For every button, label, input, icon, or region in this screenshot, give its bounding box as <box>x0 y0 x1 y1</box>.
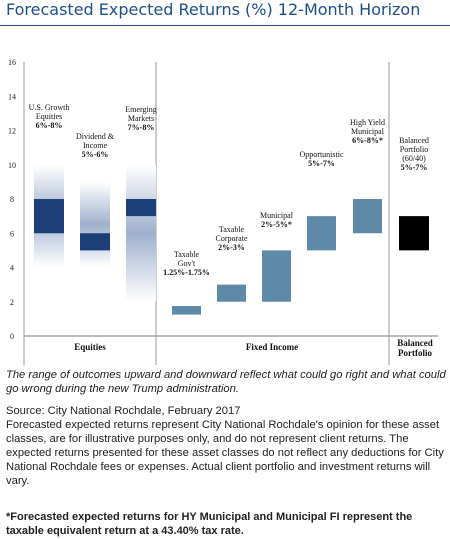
bar-name-label: Taxable Gov't <box>174 250 200 268</box>
group-label-balanced-portfolio: Balanced Portfolio <box>397 338 433 358</box>
bar-range-label: 6%-8%* <box>352 136 383 145</box>
disclaimer: Forecasted expected returns represent Ci… <box>6 419 444 487</box>
footnote: *Forecasted expected returns for HY Muni… <box>6 511 413 537</box>
bar-range-label: 6%-8% <box>36 121 63 130</box>
y-tick-label: 16 <box>8 58 16 67</box>
bar-range-outer <box>80 181 110 268</box>
y-axis: 0 2 4 6 8 10 12 14 16 <box>8 58 16 341</box>
bar-name-label: Taxable Corporate <box>216 225 248 243</box>
y-tick-label: 8 <box>10 195 14 204</box>
y-tick-label: 12 <box>8 127 16 136</box>
bar-range-label: 7%-8% <box>128 123 155 132</box>
bar-range-core <box>126 199 156 217</box>
y-tick-label: 6 <box>10 229 14 238</box>
bar-range <box>399 216 429 251</box>
bar-name-label: Opportunistic <box>300 150 344 159</box>
bar-range <box>307 216 336 251</box>
source-line: Source: City National Rochdale, February… <box>6 405 241 417</box>
bar-range-core <box>34 199 64 234</box>
group-labels-layer: Equities Fixed Income Balanced Portfolio <box>74 338 433 358</box>
bar-name-label: Balanced Portfolio (60/40) <box>399 136 429 163</box>
chart-title: Forecasted Expected Returns (%) 12-Month… <box>6 0 421 19</box>
group-label-fixed-income: Fixed Income <box>246 342 298 352</box>
bar-name-label: Emerging Markets <box>125 105 156 123</box>
bar-range-label: 5%-7% <box>401 163 428 172</box>
bar-range-core <box>80 233 110 251</box>
bar-range <box>172 306 201 315</box>
bar-range-label: 2%-3% <box>218 243 245 252</box>
bar-range-label: 1.25%-1.75% <box>163 268 210 277</box>
y-tick-label: 14 <box>8 92 16 101</box>
bar-name-label: Dividend & Income <box>76 132 115 150</box>
bar-name-label: Municipal <box>260 211 294 220</box>
bars-layer <box>34 164 429 315</box>
bar-name-label: U.S. Growth Equities <box>29 103 70 121</box>
y-tick-label: 10 <box>8 161 16 170</box>
y-tick-label: 2 <box>10 298 14 307</box>
bar-range <box>262 250 291 302</box>
range-note: The range of outcomes upward and downwar… <box>6 369 446 395</box>
group-label-equities: Equities <box>74 342 106 352</box>
bar-range-label: 5%-7% <box>308 159 335 168</box>
bar-range-label: 2%-5%* <box>261 220 292 229</box>
y-tick-label: 4 <box>10 264 14 273</box>
bar-range-label: 5%-6% <box>82 150 109 159</box>
bar-range <box>353 199 382 234</box>
bar-range <box>217 284 246 302</box>
bar-name-label: High Yield Municipal <box>350 118 385 136</box>
title-divider <box>0 25 450 26</box>
y-tick-label: 0 <box>10 332 14 341</box>
bar-range-outer <box>126 164 156 302</box>
